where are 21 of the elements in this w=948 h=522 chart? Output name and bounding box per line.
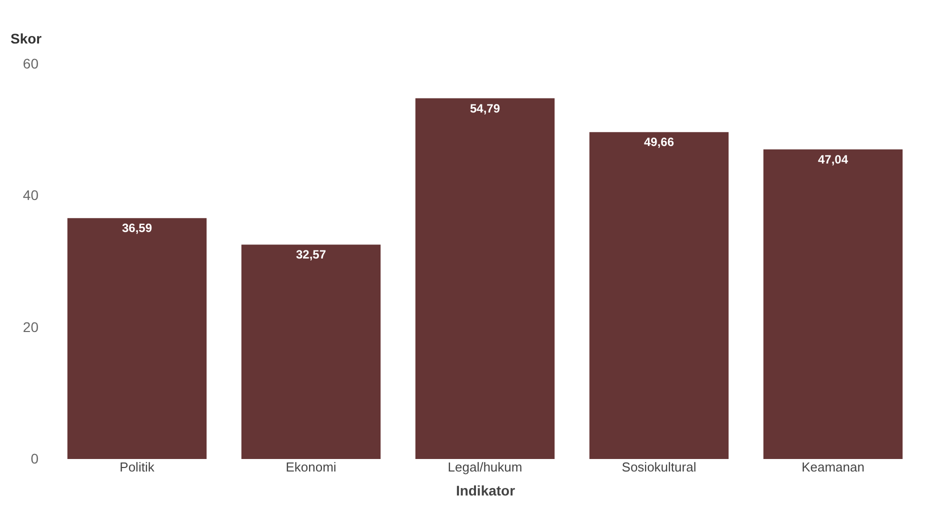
x-tick-label: Legal/hukum xyxy=(448,460,522,474)
bar xyxy=(589,132,729,459)
x-tick-label: Politik xyxy=(120,460,155,474)
data-label: 47,04 xyxy=(818,152,848,166)
y-tick-label: 20 xyxy=(22,318,39,335)
data-label: 36,59 xyxy=(122,221,152,236)
bar xyxy=(241,244,381,459)
x-tick-label: Keamanan xyxy=(802,460,864,474)
data-label: 32,57 xyxy=(296,248,326,262)
x-tick-label: Sosiokultural xyxy=(622,460,696,474)
bar xyxy=(415,98,555,459)
x-tick-label: Ekonomi xyxy=(286,460,336,474)
y-tick-label: 40 xyxy=(22,187,39,204)
y-tick-label: 60 xyxy=(22,56,39,72)
bar xyxy=(763,149,903,459)
x-axis-title: Indikator xyxy=(456,482,516,498)
y-axis-title: Skor xyxy=(10,30,42,46)
data-label: 49,66 xyxy=(644,135,674,150)
bar xyxy=(67,218,207,459)
y-tick-label: 0 xyxy=(30,450,39,466)
data-label: 54,79 xyxy=(470,101,500,116)
